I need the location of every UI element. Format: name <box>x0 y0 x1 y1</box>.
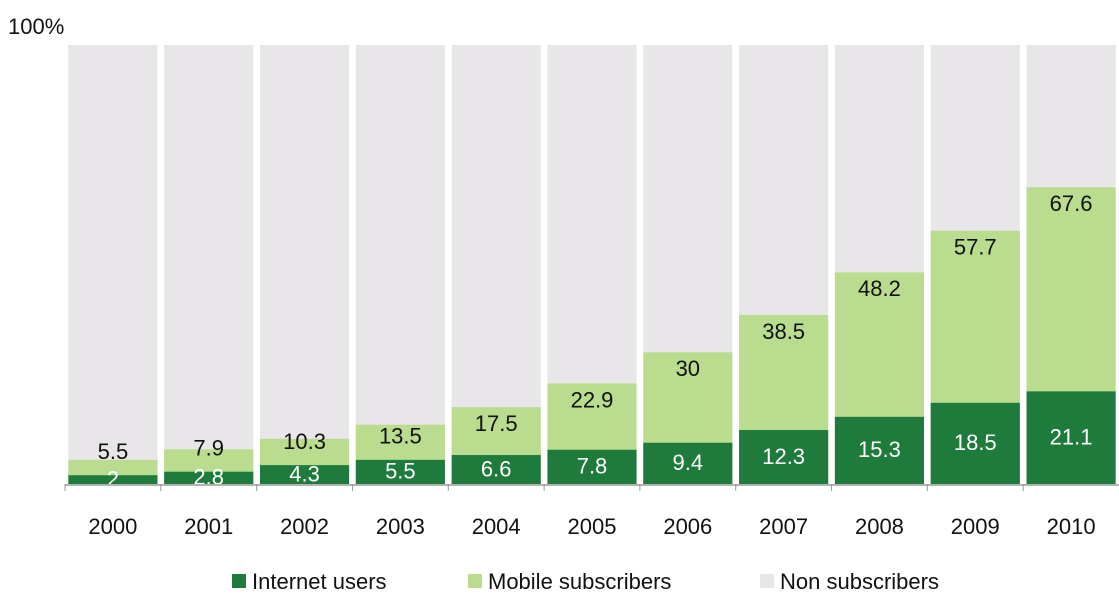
x-tick-label: 2007 <box>759 514 808 539</box>
bar <box>355 45 445 484</box>
x-tick-label: 2000 <box>88 514 137 539</box>
data-label: 15.3 <box>858 437 901 462</box>
data-label: 30 <box>676 356 700 381</box>
bar <box>1026 391 1116 484</box>
bar <box>259 45 350 484</box>
data-label: 67.6 <box>1050 191 1093 216</box>
data-label: 2.8 <box>193 465 224 490</box>
x-tick-label: 2008 <box>855 514 904 539</box>
bar <box>68 45 158 484</box>
x-tick-label: 2003 <box>376 514 425 539</box>
data-label: 38.5 <box>762 319 805 344</box>
data-label: 7.8 <box>577 454 608 479</box>
legend-label: Internet users <box>252 569 387 594</box>
bar <box>355 459 445 484</box>
data-label: 6.6 <box>481 456 512 481</box>
legend-label: Non subscribers <box>780 569 939 594</box>
x-tick-label: 2001 <box>184 514 233 539</box>
legend-swatch <box>760 574 774 588</box>
data-label: 22.9 <box>571 387 614 412</box>
legend-label: Mobile subscribers <box>488 569 671 594</box>
legend-swatch <box>232 574 246 588</box>
bar <box>68 475 158 484</box>
data-label: 9.4 <box>673 450 704 475</box>
data-label: 48.2 <box>858 276 901 301</box>
data-label: 13.5 <box>379 424 422 449</box>
bar <box>930 402 1020 484</box>
data-label: 7.9 <box>193 436 224 461</box>
x-tick-label: 2009 <box>951 514 1000 539</box>
data-label: 12.3 <box>762 444 805 469</box>
x-tick-label: 2004 <box>472 514 521 539</box>
x-tick-label: 2002 <box>280 514 329 539</box>
bar <box>164 45 254 484</box>
data-label: 57.7 <box>954 235 997 260</box>
bar <box>259 465 350 484</box>
data-label: 2 <box>107 466 119 491</box>
data-label: 5.5 <box>98 439 129 464</box>
data-label: 10.3 <box>283 429 326 454</box>
data-label: 4.3 <box>289 461 320 486</box>
data-label: 21.1 <box>1050 424 1093 449</box>
x-tick-label: 2010 <box>1047 514 1096 539</box>
bar <box>547 449 637 484</box>
data-label: 17.5 <box>475 411 518 436</box>
bar <box>739 430 829 484</box>
y-tick-label: 100% <box>8 14 64 39</box>
bar <box>834 416 925 484</box>
x-tick-label: 2005 <box>568 514 617 539</box>
legend-swatch <box>468 574 482 588</box>
x-tick-label: 2006 <box>663 514 712 539</box>
data-label: 18.5 <box>954 430 997 455</box>
bar <box>164 471 254 484</box>
bar <box>451 455 541 484</box>
bar <box>643 442 733 484</box>
data-label: 5.5 <box>385 459 416 484</box>
